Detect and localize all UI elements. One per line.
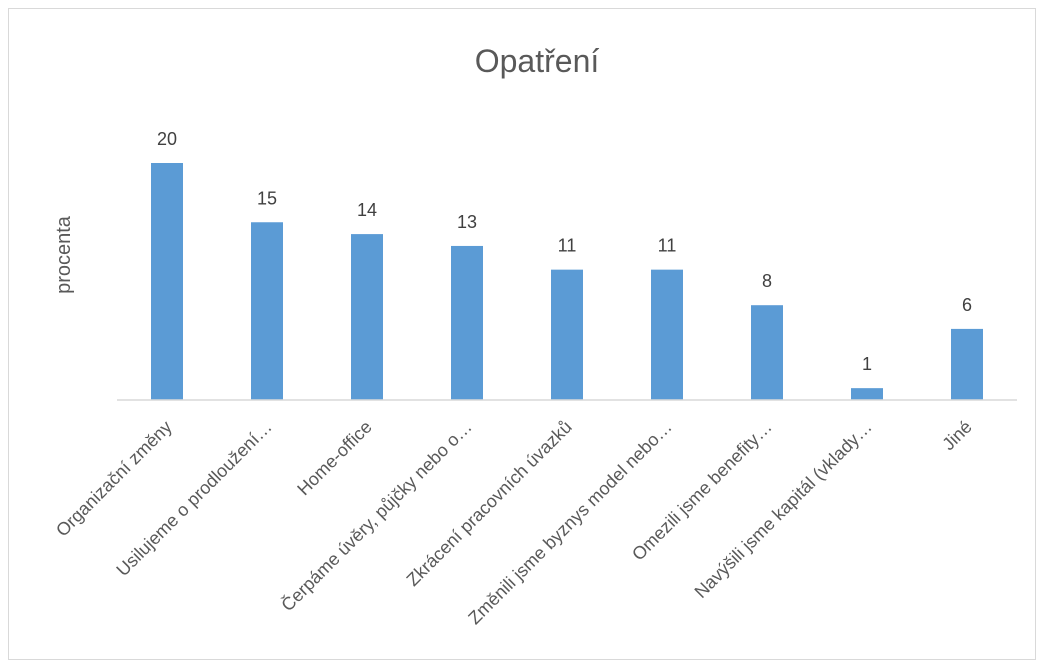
data-label: 11 bbox=[658, 236, 677, 256]
data-label: 11 bbox=[558, 236, 577, 256]
bar bbox=[551, 269, 583, 400]
bar bbox=[851, 388, 883, 400]
bar bbox=[651, 269, 683, 400]
data-label: 6 bbox=[962, 295, 972, 315]
x-tick-label: Zkrácení pracovních úvazků bbox=[403, 417, 576, 590]
y-axis-label: procenta bbox=[53, 215, 75, 294]
bar bbox=[151, 163, 183, 400]
chart-title: Opatření bbox=[475, 43, 600, 79]
bar bbox=[251, 222, 283, 400]
data-label: 20 bbox=[157, 129, 177, 149]
data-label: 1 bbox=[862, 354, 872, 374]
data-label: 13 bbox=[457, 212, 477, 232]
x-tick-label: Změnili jsme byznys model nebo… bbox=[464, 417, 676, 629]
data-label: 8 bbox=[762, 271, 772, 291]
x-tick-label: Home-office bbox=[293, 417, 376, 500]
bar bbox=[951, 328, 983, 400]
data-label: 15 bbox=[257, 188, 277, 208]
x-tick-label: Navýšili jsme kapitál (vklady… bbox=[691, 417, 876, 602]
data-labels-group: 20 15 14 13 11 11 8 1 6 bbox=[157, 129, 972, 374]
x-tick-label: Čerpáme úvěry, půjčky nebo o… bbox=[277, 416, 476, 615]
bar bbox=[351, 234, 383, 400]
data-label: 14 bbox=[357, 200, 377, 220]
bar bbox=[451, 245, 483, 400]
bar bbox=[751, 305, 783, 400]
bars-group bbox=[151, 163, 983, 400]
x-tick-label: Jiné bbox=[938, 417, 975, 454]
